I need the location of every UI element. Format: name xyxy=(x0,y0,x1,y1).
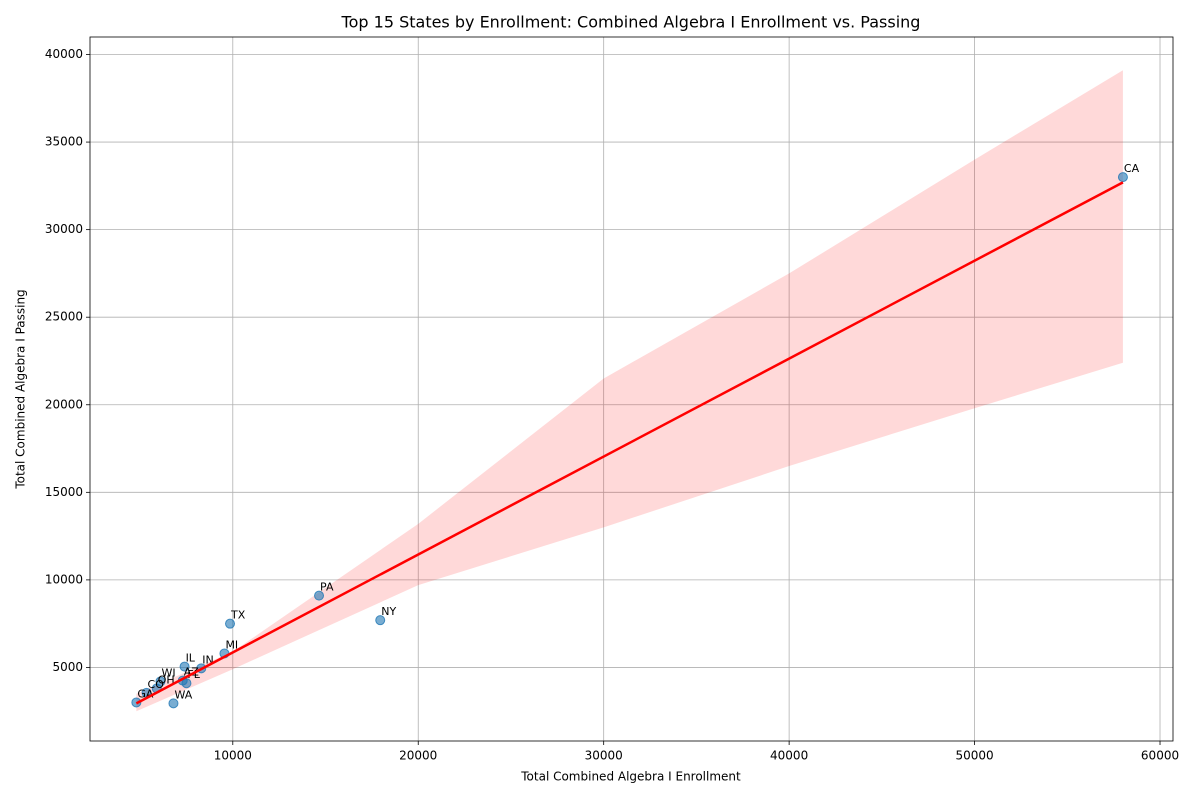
point-label: WI xyxy=(161,666,175,679)
y-tick-label: 15000 xyxy=(45,485,83,499)
point-label: NY xyxy=(381,605,396,618)
point-label: TX xyxy=(230,609,246,622)
data-point xyxy=(314,590,325,601)
point-label: PA xyxy=(320,581,334,594)
point-label: IN xyxy=(202,653,213,666)
y-tick-label: 10000 xyxy=(45,572,83,586)
x-tick-label: 50000 xyxy=(955,749,993,763)
x-tick-label: 40000 xyxy=(770,749,808,763)
point-label: MI xyxy=(225,638,238,651)
data-point xyxy=(179,661,190,672)
y-tick-label: 20000 xyxy=(45,397,83,411)
plot-frame xyxy=(89,36,1174,742)
x-tick-label: 10000 xyxy=(214,749,252,763)
regression-line xyxy=(135,181,1124,705)
point-label: WA xyxy=(174,688,192,701)
y-tick-label: 40000 xyxy=(45,47,83,61)
x-tick-label: 20000 xyxy=(399,749,437,763)
confidence-band xyxy=(136,70,1123,712)
y-axis-label: Total Combined Algebra I Passing xyxy=(14,289,28,489)
data-point xyxy=(375,615,386,626)
y-tick-label: 25000 xyxy=(45,310,83,324)
chart-title: Top 15 States by Enrollment: Combined Al… xyxy=(341,13,921,32)
x-tick-label: 30000 xyxy=(585,749,623,763)
y-tick-label: 30000 xyxy=(45,222,83,236)
data-point xyxy=(168,698,179,709)
point-label: CA xyxy=(1124,162,1140,175)
data-point xyxy=(181,678,192,689)
x-tick-label: 60000 xyxy=(1141,749,1179,763)
point-label: IL xyxy=(186,652,196,665)
data-point xyxy=(1117,172,1128,183)
y-tick-label: 35000 xyxy=(45,135,83,149)
y-tick-label: 5000 xyxy=(52,660,83,674)
point-label: CO xyxy=(148,678,165,691)
data-point xyxy=(225,618,236,629)
x-axis-label: Total Combined Algebra I Enrollment xyxy=(520,770,741,784)
point-label: OH xyxy=(158,673,175,686)
